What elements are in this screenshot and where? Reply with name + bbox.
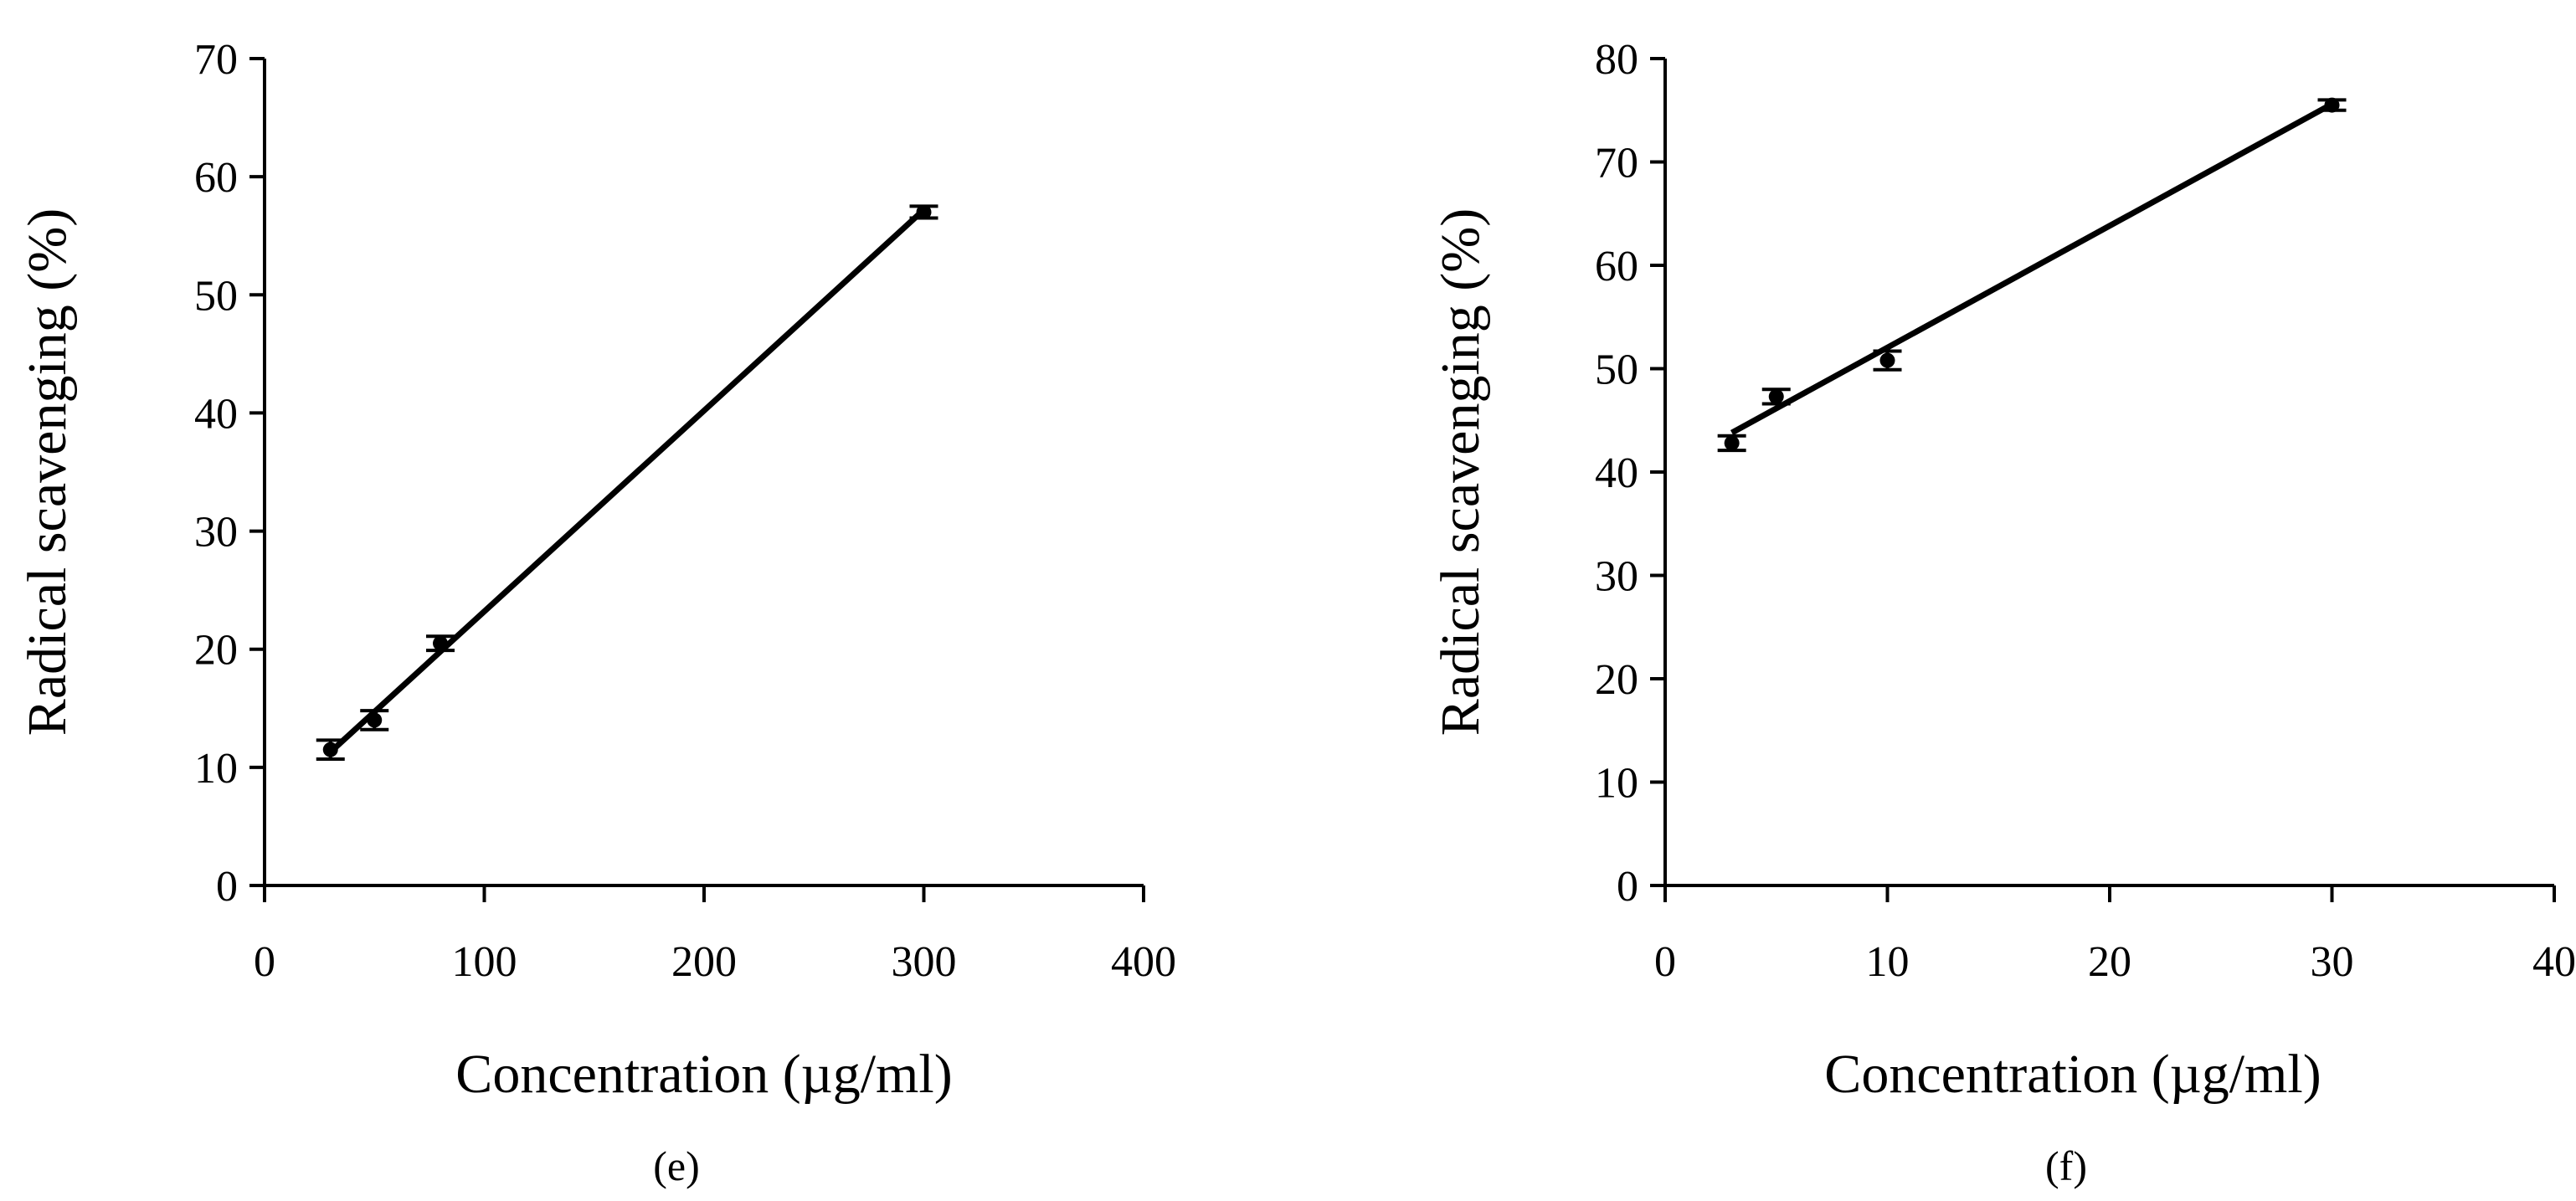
y-tick-label: 0: [216, 863, 238, 911]
y-tick-label: 60: [194, 154, 238, 202]
chart-panel-e: 0 10 20 30 40 50 60 70 0 100 200 300 400 Radical scav…: [17, 36, 1176, 1189]
x-tick-label: 300: [892, 938, 957, 986]
x-tick-label: 10: [1866, 938, 1910, 986]
data-point: [1768, 388, 1784, 404]
y-tick-label: 80: [1595, 36, 1638, 84]
x-tick-label: 100: [452, 938, 517, 986]
data-point: [2324, 97, 2340, 113]
y-tick-label: 50: [194, 272, 238, 320]
x-tick-label: 0: [254, 938, 275, 986]
data-point: [916, 204, 932, 220]
panel-label: (e): [653, 1142, 700, 1189]
y-tick-label: 10: [194, 745, 238, 793]
chart-panel-f: 0 10 20 30 40 50 60 70 80 0 10 20 30 40 Radical scaven…: [1430, 36, 2576, 1189]
x-tick-label: 200: [671, 938, 737, 986]
y-tick-label: 50: [1595, 346, 1638, 394]
x-axis-title: Concentration (µg/ml): [455, 1044, 952, 1105]
x-tick-label: 30: [2311, 938, 2354, 986]
x-tick-label: 400: [1111, 938, 1176, 986]
y-tick-label: 40: [194, 390, 238, 438]
y-axis-title: Radical scavenging (%): [1430, 208, 1491, 736]
y-tick-label: 70: [1595, 140, 1638, 187]
y-tick-label: 30: [194, 509, 238, 557]
data-point: [367, 712, 383, 728]
trend-line: [1730, 101, 2334, 436]
x-tick-label: 0: [1654, 938, 1676, 986]
data-point: [322, 742, 338, 757]
x-tick-label: 40: [2532, 938, 2576, 986]
data-point: [1724, 435, 1740, 451]
y-tick-label: 0: [1617, 863, 1638, 911]
y-tick-label: 10: [1595, 760, 1638, 808]
y-tick-label: 30: [1595, 553, 1638, 601]
x-axis-title: Concentration (µg/ml): [1824, 1044, 2321, 1105]
y-tick-label: 40: [1595, 449, 1638, 497]
x-tick-label: 20: [2088, 938, 2131, 986]
trend-line: [328, 208, 926, 755]
data-point: [1879, 352, 1895, 368]
y-tick-label: 20: [1595, 656, 1638, 704]
y-tick-label: 70: [194, 36, 238, 84]
y-tick-label: 20: [194, 627, 238, 675]
data-point: [433, 635, 448, 651]
y-tick-label: 60: [1595, 243, 1638, 290]
y-axis-title: Radical scavenging (%): [17, 208, 78, 736]
panel-label: (f): [2045, 1142, 2087, 1189]
